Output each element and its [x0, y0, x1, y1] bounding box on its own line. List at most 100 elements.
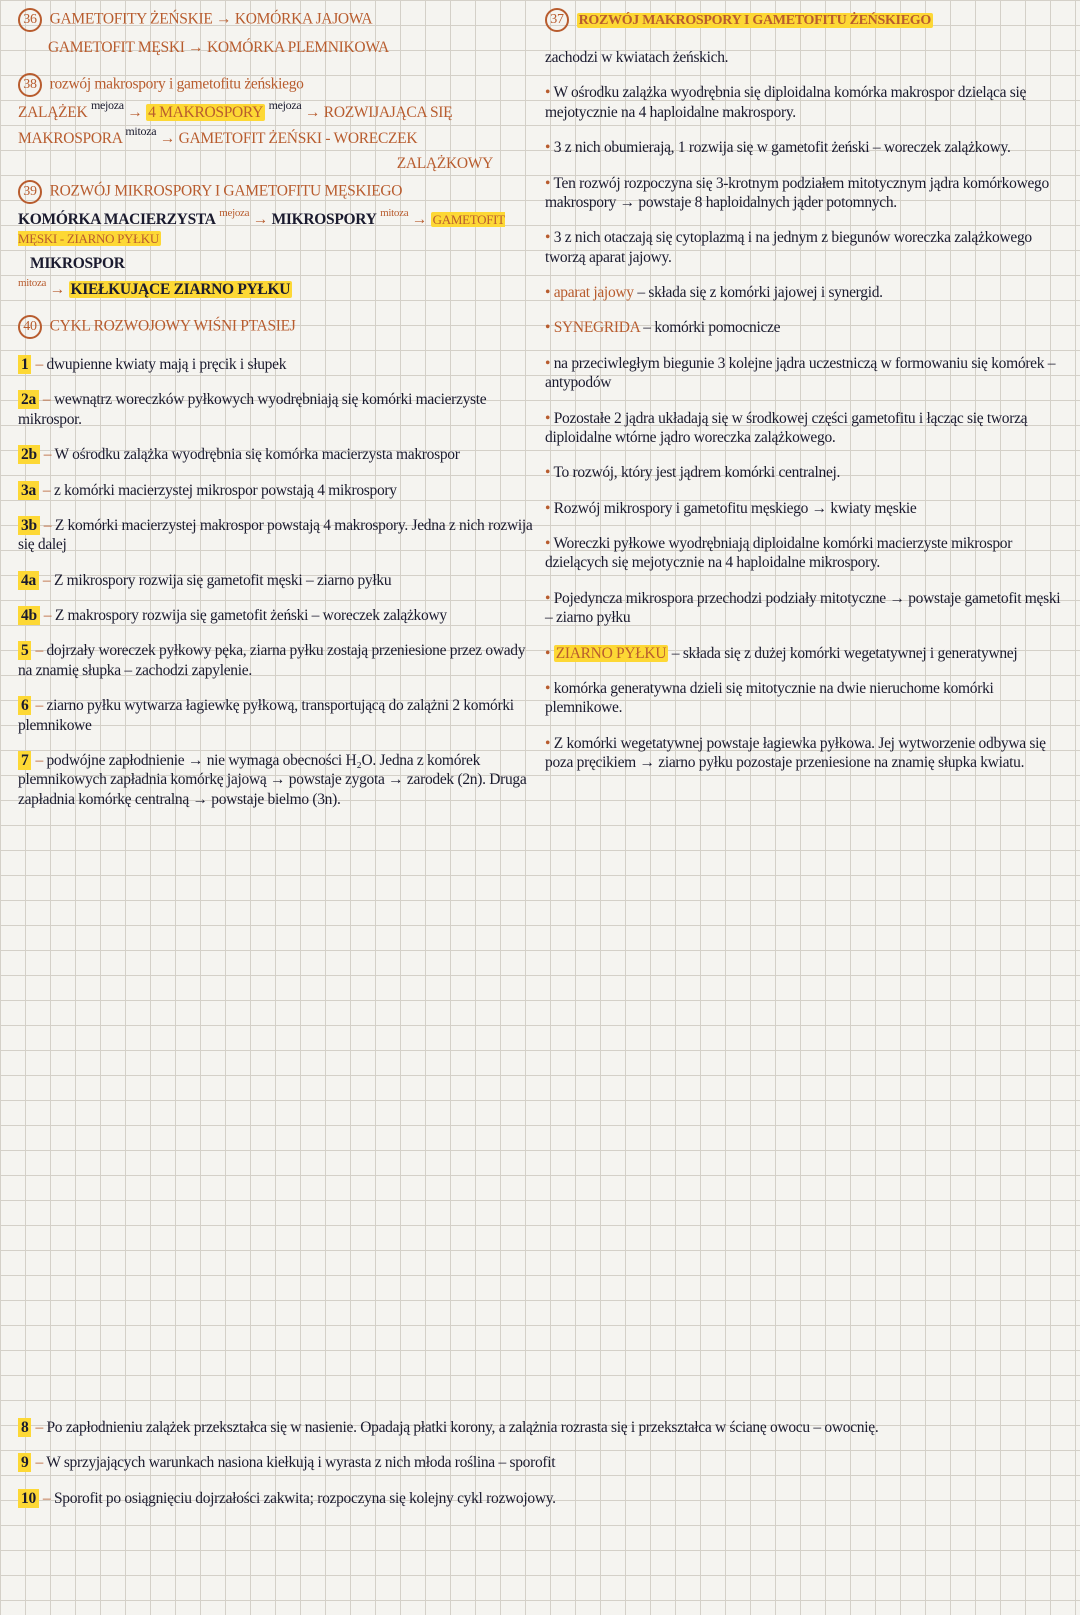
text-40: CYKL ROZWOJOWY WIŚNI PTASIEJ	[50, 318, 296, 335]
bullet-text: Pojedyncza mikrospora przechodzi podział…	[545, 590, 1060, 626]
step-10: 10– Sporofit po osiągnięciu dojrzałości …	[18, 1489, 1058, 1508]
def-text: – komórki pomocnicze	[640, 319, 780, 336]
bullet-text: Z komórki wegetatywnej powstaje łagiewka…	[545, 735, 1046, 771]
arrow-label: mejoza	[269, 98, 302, 112]
circle-icon: 37	[545, 8, 569, 32]
right-r13: • Pojedyncza mikrospora przechodzi podzi…	[545, 589, 1065, 628]
step-text: podwójne zapłodnienie → nie wymaga obecn…	[18, 752, 526, 808]
right-r9: • Pozostałe 2 jądra układają się w środk…	[545, 409, 1065, 448]
notes-page: 36 GAMETOFITY ŻEŃSKIE → KOMÓRKA JAJOWA G…	[0, 0, 1080, 1615]
step-1: 1– dwupienne kwiaty mają i pręcik i słup…	[18, 355, 533, 374]
flow-38a: ZALĄŻEK mejoza → 4 MAKROSPORY mejoza → R…	[18, 103, 533, 122]
arrow-label: mitoza	[380, 207, 408, 219]
bullet-text: To rozwój, który jest jądrem komórki cen…	[553, 464, 840, 481]
arrow-icon: →	[160, 130, 175, 147]
step-text: wewnątrz woreczków pyłkowych wyodrębniaj…	[18, 391, 486, 427]
arrow-icon: →	[127, 104, 142, 121]
step-2b: 2b– W ośrodku zalążka wyodrębnia się kom…	[18, 445, 533, 464]
flow-mid: 4 MAKROSPORY	[146, 104, 265, 121]
right-r4: • Ten rozwój rozpoczyna się 3-krotnym po…	[545, 174, 1065, 213]
flow-mid: GAMETOFIT ŻEŃSKI - WORECZEK	[179, 130, 418, 147]
circle-icon: 38	[18, 73, 42, 97]
arrow-icon: →	[253, 211, 268, 228]
step-num: 4a	[18, 571, 39, 590]
step-num: 6	[18, 696, 31, 715]
bullet-text: Rozwój mikrospory i gametofitu męskiego …	[554, 500, 917, 517]
heading-39: 39 ROZWÓJ MIKROSPORY I GAMETOFITU MĘSKIE…	[18, 180, 533, 204]
step-7: 7– podwójne zapłodnienie → nie wymaga ob…	[18, 751, 533, 809]
heading-40: 40 CYKL ROZWOJOWY WIŚNI PTASIEJ	[18, 315, 533, 339]
step-num: 4b	[18, 606, 40, 625]
flow-mid: MIKROSPORY	[272, 211, 377, 228]
text-38: rozwój makrospory i gametofitu żeńskiego	[50, 76, 304, 93]
right-r10: • To rozwój, który jest jądrem komórki c…	[545, 463, 1065, 482]
step-text: z komórki macierzystej mikrospor powstaj…	[54, 482, 397, 499]
right-r3: • 3 z nich obumierają, 1 rozwija się w g…	[545, 138, 1065, 157]
flow-start: ZALĄŻEK	[18, 104, 87, 121]
step-8: 8– Po zapłodnieniu zalążek przekształca …	[18, 1418, 1058, 1437]
step-3a: 3a– z komórki macierzystej mikrospor pow…	[18, 481, 533, 500]
flow-39a: KOMÓRKA MACIERZYSTA mejoza → MIKROSPORY …	[18, 210, 533, 249]
step-text: Z komórki macierzystej makrospor powstaj…	[18, 517, 532, 553]
bullet-text: Pozostałe 2 jądra układają się w środkow…	[545, 410, 1027, 446]
text-37: ROZWÓJ MAKROSPORY I GAMETOFITU ŻEŃSKIEGO	[577, 13, 933, 28]
key-term: SYNEGRIDA	[554, 319, 640, 336]
step-num: 2a	[18, 390, 39, 409]
step-text: dwupienne kwiaty mają i pręcik i słupek	[46, 356, 286, 373]
flow-39b: mitoza → KIEŁKUJĄCE ZIARNO PYŁKU	[18, 280, 533, 299]
step-text: ziarno pyłku wytwarza łagiewkę pyłkową, …	[18, 697, 514, 733]
right-r6: • aparat jajowy – składa się z komórki j…	[545, 283, 1065, 302]
flow-38b-end: ZALĄŻKOWY	[18, 154, 533, 173]
right-r8: • na przeciwległym biegunie 3 kolejne ją…	[545, 354, 1065, 393]
flow-38b: MAKROSPORA mitoza → GAMETOFIT ŻEŃSKI - W…	[18, 129, 533, 148]
bullet-text: Woreczki pyłkowe wyodrębniają diploidaln…	[545, 535, 1012, 571]
step-4a: 4a– Z mikrospory rozwija się gametofit m…	[18, 571, 533, 590]
right-r7: • SYNEGRIDA – komórki pomocnicze	[545, 318, 1065, 337]
step-num: 10	[18, 1489, 39, 1508]
step-num: 7	[18, 751, 31, 770]
bullet-text: komórka generatywna dzieli się mitotyczn…	[545, 680, 994, 716]
step-num: 3b	[18, 516, 40, 535]
arrow-icon: →	[305, 104, 320, 121]
text-39: ROZWÓJ MIKROSPORY I GAMETOFITU MĘSKIEGO	[50, 182, 403, 199]
def-text: – składa się z dużej komórki wegetatywne…	[668, 645, 1017, 662]
right-r14: • ZIARNO PYŁKU – składa się z dużej komó…	[545, 644, 1065, 663]
text-36a: GAMETOFITY ŻEŃSKIE → KOMÓRKA JAJOWA	[50, 11, 373, 28]
step-num: 3a	[18, 481, 39, 500]
arrow-label: mitoza	[18, 277, 46, 289]
step-num: 9	[18, 1453, 31, 1472]
bullet-text: na przeciwległym biegunie 3 kolejne jądr…	[545, 355, 1055, 391]
step-9: 9– W sprzyjających warunkach nasiona kie…	[18, 1453, 1058, 1472]
right-column: 37 ROZWÓJ MAKROSPORY I GAMETOFITU ŻEŃSKI…	[545, 8, 1065, 778]
step-2a: 2a– wewnątrz woreczków pyłkowych wyodręb…	[18, 390, 533, 429]
right-r5: • 3 z nich otaczają się cytoplazmą i na …	[545, 228, 1065, 267]
flow-39b-text: KIEŁKUJĄCE ZIARNO PYŁKU	[69, 281, 293, 298]
step-text: Sporofit po osiągnięciu dojrzałości zakw…	[54, 1490, 556, 1507]
bullet-text: 3 z nich otaczają się cytoplazmą i na je…	[545, 229, 1032, 265]
flow-start: MAKROSPORA	[18, 130, 122, 147]
right-r2: • W ośrodku zalążka wyodrębnia się diplo…	[545, 83, 1065, 122]
step-text: W ośrodku zalążka wyodrębnia się komórka…	[55, 446, 460, 463]
step-text: Z makrospory rozwija się gametofit żeńsk…	[55, 607, 447, 624]
bullet-text: W ośrodku zalążka wyodrębnia się diploid…	[545, 84, 1026, 120]
step-4b: 4b– Z makrospory rozwija się gametofit ż…	[18, 606, 533, 625]
arrow-label: mejoza	[91, 98, 124, 112]
heading-36a: 36 GAMETOFITY ŻEŃSKIE → KOMÓRKA JAJOWA	[18, 8, 533, 32]
right-r16: • Z komórki wegetatywnej powstaje łagiew…	[545, 734, 1065, 773]
circle-icon: 36	[18, 8, 42, 32]
heading-36b: GAMETOFIT MĘSKI → KOMÓRKA PLEMNIKOWA	[48, 38, 533, 57]
step-num: 1	[18, 355, 31, 374]
heading-38: 38 rozwój makrospory i gametofitu żeński…	[18, 73, 533, 97]
right-r11: • Rozwój mikrospory i gametofitu męskieg…	[545, 499, 1065, 518]
step-text: W sprzyjających warunkach nasiona kiełku…	[46, 1454, 555, 1471]
right-r15: • komórka generatywna dzieli się mitotyc…	[545, 679, 1065, 718]
step-text: Z mikrospory rozwija się gametofit męski…	[54, 572, 391, 589]
step-num: 2b	[18, 445, 40, 464]
bullet-text: Ten rozwój rozpoczyna się 3-krotnym podz…	[545, 175, 1049, 211]
step-5: 5– dojrzały woreczek pyłkowy pęka, ziarn…	[18, 641, 533, 680]
circle-icon: 40	[18, 315, 42, 339]
arrow-icon: →	[412, 211, 427, 228]
arrow-icon: →	[50, 281, 65, 298]
heading-37: 37 ROZWÓJ MAKROSPORY I GAMETOFITU ŻEŃSKI…	[545, 8, 1065, 32]
arrow-label: mitoza	[125, 124, 156, 138]
